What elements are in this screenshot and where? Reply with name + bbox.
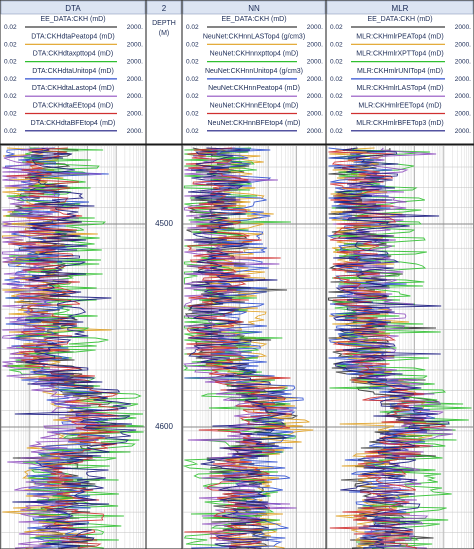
curve-scale-right: 2000. (455, 59, 471, 66)
curve-scale-left: 0.02 (186, 111, 199, 118)
curve-scale-right: 2000. (307, 111, 323, 118)
curve-scale-right: 2000. (307, 41, 323, 48)
curve-legend-name[interactable]: DTA:CKHdtaLastop4 (mD) (32, 85, 114, 92)
curve-legend-name[interactable]: EE_DATA:CKH (mD) (221, 16, 286, 23)
curve-scale-right: 2000. (455, 93, 471, 100)
depth-tick-4500: 4500 (155, 219, 173, 228)
curve-scale-left: 0.02 (4, 76, 17, 83)
curve-legend-name[interactable]: DTA:CKHdtaBFEtop4 (mD) (31, 120, 116, 127)
curve-legend-name[interactable]: MLR:CKHmlrLASTop4 (mD) (356, 85, 443, 92)
curve-scale-right: 2000. (455, 24, 471, 31)
curve-scale-left: 0.02 (4, 24, 17, 31)
curve-scale-left: 0.02 (330, 41, 343, 48)
curve-legend-name[interactable]: MLR:CKHmlrBFETop3 (mD) (356, 120, 444, 127)
curve-scale-left: 0.02 (330, 128, 343, 135)
log-header: DTA 2 NN MLR DEPTH (M) EE_DATA:CKH (mD) 0… (0, 0, 474, 145)
curve-scale-right: 2000. (307, 128, 323, 135)
curve-scale-right: 2000. (455, 41, 471, 48)
depth-track-title: 2 (162, 4, 167, 13)
curve-trace (202, 147, 314, 549)
curve-scale-left: 0.02 (186, 76, 199, 83)
curve-trace (1, 147, 107, 549)
curve-scale-right: 2000. (127, 76, 143, 83)
curve-scale-left: 0.02 (330, 59, 343, 66)
curve-legend-name[interactable]: EE_DATA:CKH (mD) (367, 16, 432, 23)
curve-legend-name[interactable]: DTA:CKHdtaUnitop4 (mD) (32, 68, 114, 75)
curve-legend-name[interactable]: MLR:CKHmlrEETop4 (mD) (358, 103, 441, 110)
curve-scale-right: 2000. (307, 24, 323, 31)
curve-legend-name[interactable]: DTA:CKHdtaxpttop4 (mD) (33, 51, 113, 58)
curve-scale-left: 0.02 (4, 111, 17, 118)
curve-scale-right: 2000. (127, 41, 143, 48)
curve-trace (326, 147, 436, 549)
curve-scale-left: 0.02 (4, 128, 17, 135)
curve-legend-name[interactable]: MLR:CKHmlrXPTTop4 (mD) (356, 51, 444, 58)
curve-scale-right: 2000. (455, 111, 471, 118)
curve-scale-left: 0.02 (186, 59, 199, 66)
curve-trace (329, 147, 472, 549)
curve-scale-right: 2000. (127, 59, 143, 66)
curve-scale-right: 2000. (455, 76, 471, 83)
curve-legend-name[interactable]: EE_DATA:CKH (mD) (40, 16, 105, 23)
curve-scale-right: 2000. (307, 76, 323, 83)
depth-unit: (M) (159, 30, 170, 37)
curve-legend-name[interactable]: NeuNet:CKHnnUnitop4 (g/cm3) (205, 68, 303, 75)
depth-label: DEPTH (152, 20, 176, 27)
track-title-bar-mlr[interactable] (326, 0, 474, 15)
track-title-nn: NN (248, 4, 260, 13)
curve-scale-right: 2000. (127, 24, 143, 31)
curve-scale-right: 2000. (127, 93, 143, 100)
curve-scale-left: 0.02 (186, 24, 199, 31)
curve-scale-left: 0.02 (4, 59, 17, 66)
curve-scale-left: 0.02 (330, 111, 343, 118)
curve-legend-name[interactable]: NeuNet:CKHnnLASTop4 (g/cm3) (203, 33, 305, 40)
track-title-mlr: MLR (392, 4, 409, 13)
curve-scale-left: 0.02 (186, 93, 199, 100)
curve-trace (328, 147, 446, 549)
curve-trace (332, 147, 450, 549)
curve-scale-right: 2000. (307, 59, 323, 66)
curve-scale-left: 0.02 (4, 93, 17, 100)
curve-legend-name[interactable]: MLR:CKHmlrUNITop4 (mD) (357, 68, 443, 75)
curve-trace (12, 147, 137, 549)
curve-scale-left: 0.02 (4, 41, 17, 48)
curve-scale-left: 0.02 (186, 41, 199, 48)
curve-legend-name[interactable]: NeuNet:CKHnnEEtop4 (mD) (210, 103, 299, 110)
log-plot-area[interactable]: 4500 4600 (0, 144, 474, 549)
curve-scale-right: 2000. (127, 111, 143, 118)
track-title-bar-nn[interactable] (182, 0, 326, 15)
curve-scale-right: 2000. (127, 128, 143, 135)
curve-legend-name[interactable]: DTA:CKHdtaEEtop4 (mD) (33, 103, 113, 110)
curve-legend-name[interactable]: NeuNet:CKHnnPeatop4 (mD) (208, 85, 300, 92)
curve-legend-name[interactable]: DTA:CKHdtaPeatop4 (mD) (31, 33, 115, 40)
curve-scale-right: 2000. (455, 128, 471, 135)
track-title-dta: DTA (65, 4, 81, 13)
curve-scale-left: 0.02 (330, 76, 343, 83)
track-title-bar-dta[interactable] (0, 0, 146, 15)
curve-legend-name[interactable]: MLR:CKHmlrPEATop4 (mD) (356, 33, 443, 40)
curve-scale-left: 0.02 (330, 93, 343, 100)
curve-legend-name[interactable]: NeuNet:CKHnnBFEtop4 (mD) (208, 120, 301, 127)
depth-column: 4500 4600 (145, 145, 327, 549)
depth-tick-4600: 4600 (155, 422, 173, 431)
curve-trace (188, 147, 287, 549)
curve-scale-right: 2000. (307, 93, 323, 100)
track-title-bar-depth[interactable] (146, 0, 182, 15)
curve-scale-left: 0.02 (330, 24, 343, 31)
curve-legend-name[interactable]: NeuNet:CKHnnxpttop4 (mD) (210, 51, 299, 58)
curve-trace (184, 147, 292, 549)
curve-legends: EE_DATA:CKH (mD) 0.02 2000. DTA:CKHdtaPeato… (4, 16, 471, 135)
curve-scale-left: 0.02 (186, 128, 199, 135)
curve-trace (184, 147, 304, 549)
